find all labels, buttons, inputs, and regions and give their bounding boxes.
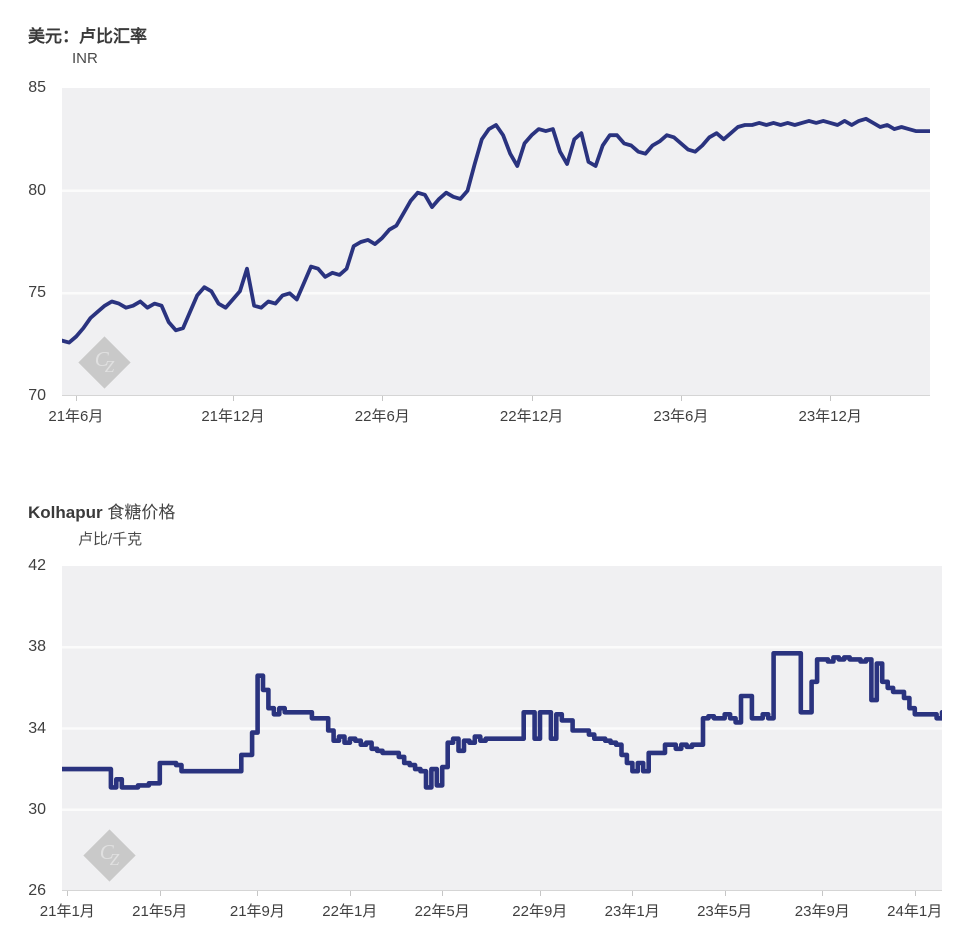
chart-title: Kolhapur 食糖价格 [28,498,175,523]
x-axis-labels: 21年6月 21年12月 22年6月 22年12月 23年6月 23年12月 [0,396,966,430]
chart-title-strong: 美元：卢比汇率 [28,27,147,46]
x-tick-label: 22年12月 [499,408,564,425]
y-tick-label: 42 [28,557,46,574]
sugar-price-line-svg [62,646,942,812]
x-tick-mark [914,891,916,896]
x-tick-label: 23年12月 [798,408,862,425]
y-tick-label: 75 [28,284,46,302]
x-tick-mark [632,891,634,896]
chart-title-strong: Kolhapur [28,503,103,522]
watermark-letter-z: Z [109,849,120,869]
x-tick-label: 21年5月 [132,903,188,920]
x-tick-label: 23年1月 [604,903,660,920]
y-tick-label: 80 [28,181,46,199]
x-tick-label: 23年9月 [794,903,850,920]
x-tick-label: 22年6月 [354,408,410,425]
x-tick-label: 23年6月 [653,408,709,425]
y-tick-label: 38 [28,638,46,656]
x-tick-label: 23年5月 [697,903,753,920]
x-tick-mark [442,891,444,896]
x-tick-mark [830,396,832,401]
x-tick-mark [67,891,69,896]
y-axis-unit-label: 卢比/千克 [78,531,143,548]
exchange-rate-line-svg [62,116,930,345]
x-tick-mark [822,891,824,896]
x-tick-label: 22年5月 [414,903,470,920]
x-tick-label: 21年9月 [229,903,285,920]
y-tick-label: 85 [28,79,46,96]
y-axis-unit-label: INR [72,50,98,67]
x-tick-mark [233,396,234,401]
x-tick-label: 22年9月 [512,903,568,920]
x-tick-mark [539,891,541,896]
x-tick-mark [75,396,77,401]
x-tick-mark [349,891,351,896]
x-tick-label: 21年1月 [39,903,95,920]
x-tick-label: 21年6月 [48,408,104,425]
y-tick-label: 70 [28,387,46,404]
x-tick-mark [680,396,682,401]
x-tick-mark [724,891,726,896]
x-tick-mark [531,396,533,401]
x-tick-label: 24年1月 [887,903,943,920]
chart-title-rest: 食糖价格 [102,503,176,522]
x-tick-label: 22年1月 [322,903,378,920]
x-tick-mark [382,396,384,401]
x-tick-mark [257,891,259,896]
chart-title: 美元：卢比汇率 [28,22,147,47]
x-axis-labels: 21年1月 21年5月 21年9月 22年1月 22年5月 22年9月 23年1月 23年5月… [0,891,966,925]
y-tick-label: 26 [28,882,46,899]
x-tick-label: 21年12月 [201,408,265,425]
y-tick-label: 30 [28,800,46,818]
y-tick-label: 34 [28,719,46,737]
x-tick-mark [159,891,161,896]
watermark-letter-z: Z [104,356,115,376]
